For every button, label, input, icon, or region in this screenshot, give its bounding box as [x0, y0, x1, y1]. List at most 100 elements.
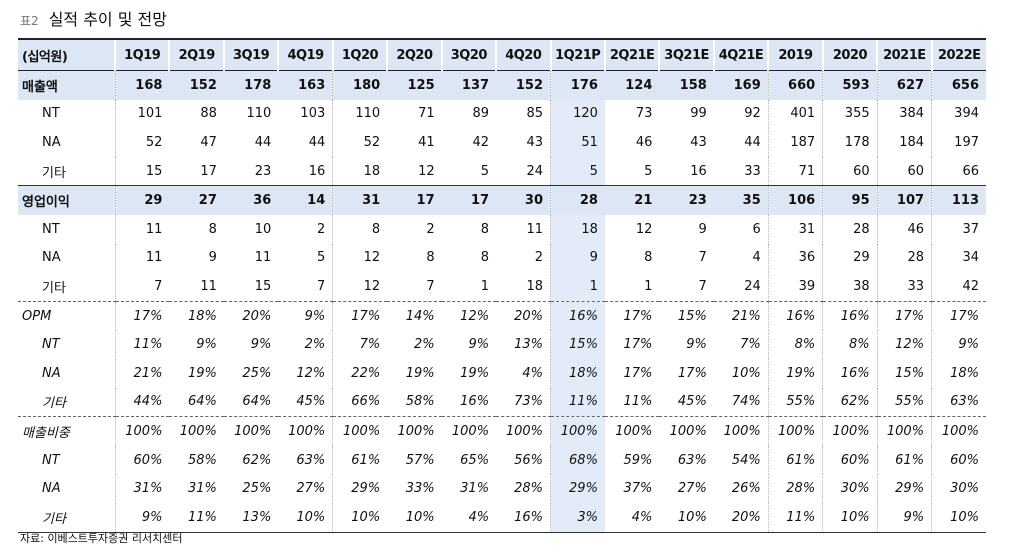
cell: 100%	[496, 416, 551, 446]
table-row: 기타 15 17 23 16 18 12 5 24 5 5 16 33 71 60 60 66	[18, 156, 986, 186]
cell: 152	[169, 70, 224, 100]
cell: 25%	[242, 365, 272, 381]
table-row: NA 21% 19% 25% 12% 22% 19% 19% 4% 18% 17% 17% 10% 19%…	[18, 358, 986, 388]
cell: 44	[744, 134, 761, 150]
cell: 18%	[549, 358, 605, 388]
cell: 17%	[623, 337, 653, 353]
cell: 7	[316, 278, 326, 294]
cell: 55%	[876, 387, 932, 417]
cell: 100%	[169, 416, 224, 446]
cell: 45%	[296, 394, 326, 410]
cell: 10%	[931, 502, 986, 533]
cell: 18	[549, 214, 605, 244]
cell: 11	[114, 243, 170, 273]
column-header: 4Q20	[495, 38, 551, 71]
cell: 197	[931, 128, 986, 157]
cell: 152	[496, 70, 551, 100]
cell: 42	[931, 272, 986, 302]
cell: 25%	[242, 481, 272, 497]
cell: 1	[644, 278, 653, 294]
cell: 31	[332, 185, 388, 215]
cell: 60%	[114, 445, 170, 475]
cell: 85	[526, 106, 543, 122]
title-bar: 표2 실적 추이 및 전망	[20, 6, 167, 32]
cell: 60	[822, 156, 878, 186]
cell: 95	[822, 185, 878, 215]
cell: 56%	[514, 452, 543, 468]
cell: 178	[822, 128, 878, 157]
cell: 61%	[332, 445, 388, 475]
cell: 8	[208, 221, 217, 237]
cell: 22%	[332, 358, 388, 388]
cell: 5	[316, 250, 326, 266]
cell: 29%	[332, 474, 388, 503]
cell: 28	[876, 243, 932, 273]
cell: 100%	[278, 416, 333, 446]
cell: 37%	[623, 481, 653, 497]
cell: 11%	[114, 330, 170, 359]
cell: 28	[822, 214, 878, 244]
cell: 4	[752, 250, 761, 266]
table-row: NT 101 88 110 103 110 71 89 85 120 73 99 92 401 355 384…	[18, 99, 986, 129]
cell: 125	[387, 70, 442, 100]
cell: 12%	[441, 300, 497, 331]
cell: 100%	[441, 416, 497, 446]
column-header: 4Q19	[277, 38, 333, 71]
cell: 99	[690, 106, 707, 122]
row-group: OPM 17% 18% 20% 9% 17% 14% 12% 20% 16% 17% 15% 21% 16…	[18, 300, 986, 417]
cell: 55%	[767, 387, 823, 417]
cell: 1	[549, 272, 605, 302]
cell: 23	[659, 185, 714, 215]
cell: 29%	[876, 474, 932, 503]
cell: 16%	[767, 300, 823, 331]
cell: 31%	[114, 474, 170, 503]
cell: 14%	[387, 300, 442, 331]
cell: 19%	[187, 365, 217, 381]
cell: 9%	[278, 300, 333, 331]
cell: 100%	[223, 416, 279, 446]
cell: 33	[876, 272, 932, 302]
row-label: NA	[42, 134, 61, 150]
cell: 16%	[460, 394, 490, 410]
cell: 47	[200, 134, 217, 150]
cell: 26%	[731, 481, 761, 497]
cell: 21%	[713, 300, 769, 331]
cell: 21%	[114, 358, 170, 388]
row-label: NA	[42, 481, 61, 497]
cell: 9%	[468, 337, 490, 353]
cell: 28	[549, 185, 605, 215]
cell: 5	[549, 156, 605, 186]
cell: 627	[876, 70, 932, 100]
cell: 12%	[876, 330, 932, 359]
cell: 18%	[169, 300, 224, 331]
cell: 88	[200, 106, 217, 122]
cell: 20%	[713, 502, 769, 533]
cell: 9	[549, 243, 605, 273]
cell: 17%	[114, 300, 170, 331]
cell: 27%	[677, 481, 707, 497]
cell: 31%	[187, 481, 217, 497]
cell: 100%	[931, 416, 986, 446]
cell: 19%	[460, 365, 490, 381]
cell: 124	[604, 70, 660, 100]
source-note: 자료: 이베스트투자증권 리서치센터	[20, 532, 183, 545]
cell: 169	[713, 70, 769, 100]
cell: 9%	[686, 337, 707, 353]
row-group: 매출비중 100% 100% 100% 100% 100% 100% 100% 100% 100%…	[18, 416, 986, 533]
cell: 58%	[405, 394, 435, 410]
cell: 17%	[332, 300, 388, 331]
cell: 9%	[250, 337, 272, 353]
cell: 184	[876, 128, 932, 157]
cell: 7	[114, 272, 170, 302]
cell: 17	[441, 185, 497, 215]
cell: 101	[114, 99, 170, 129]
cell: 44	[308, 134, 326, 150]
column-header: 2Q19	[168, 38, 224, 71]
cell: 41	[418, 134, 435, 150]
cell: 3%	[549, 502, 605, 533]
row-label: OPM	[18, 300, 115, 331]
cell: 12	[332, 272, 388, 302]
cell: 593	[822, 70, 878, 100]
cell: 58%	[187, 452, 217, 468]
cell: 18%	[931, 358, 986, 388]
